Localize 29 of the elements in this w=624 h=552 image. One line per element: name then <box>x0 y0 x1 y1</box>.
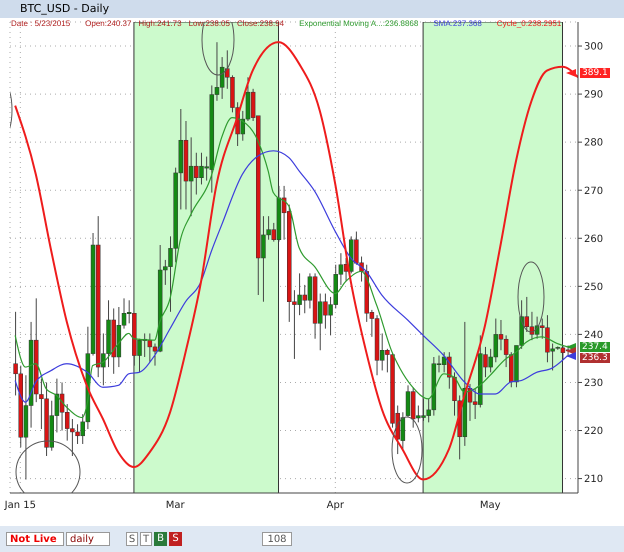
y-tick-label: 230 <box>584 378 604 390</box>
text: daily <box>66 532 110 546</box>
x-tick-label: May <box>480 500 501 512</box>
x-tick-label: Mar <box>166 500 186 512</box>
x-tick-label: Apr <box>326 500 345 512</box>
text: B <box>154 532 167 546</box>
text: 108 <box>262 532 292 546</box>
line-series <box>14 41 578 481</box>
y-tick-label: 250 <box>584 282 604 293</box>
x-tick-label: Jan 15 <box>4 500 36 512</box>
text: T <box>140 532 152 546</box>
y-tick-label: 280 <box>584 138 604 149</box>
text: S <box>169 532 182 546</box>
y-tick-label: 300 <box>584 42 604 53</box>
y-tick-label: 260 <box>584 234 604 245</box>
annotation: Date : 5/23/2015 <box>11 19 70 29</box>
annotation: 389.1 <box>580 68 610 78</box>
text: Not Live <box>6 532 64 546</box>
text: Exponential Moving A...:236.8868 <box>299 19 418 29</box>
y-tick-label: 290 <box>584 90 604 101</box>
text: S <box>126 532 138 546</box>
y-tick-label: 270 <box>584 186 604 197</box>
y-tick-label: 210 <box>584 474 604 486</box>
y-tick-label: 240 <box>584 330 604 341</box>
text: 236.3 <box>580 352 610 363</box>
chart-title: BTC_USD - Daily <box>0 0 624 18</box>
annotation: Open:240.37 <box>85 19 132 29</box>
annotation: 237.4 <box>580 342 610 352</box>
y-tick-label: 220 <box>584 426 604 438</box>
